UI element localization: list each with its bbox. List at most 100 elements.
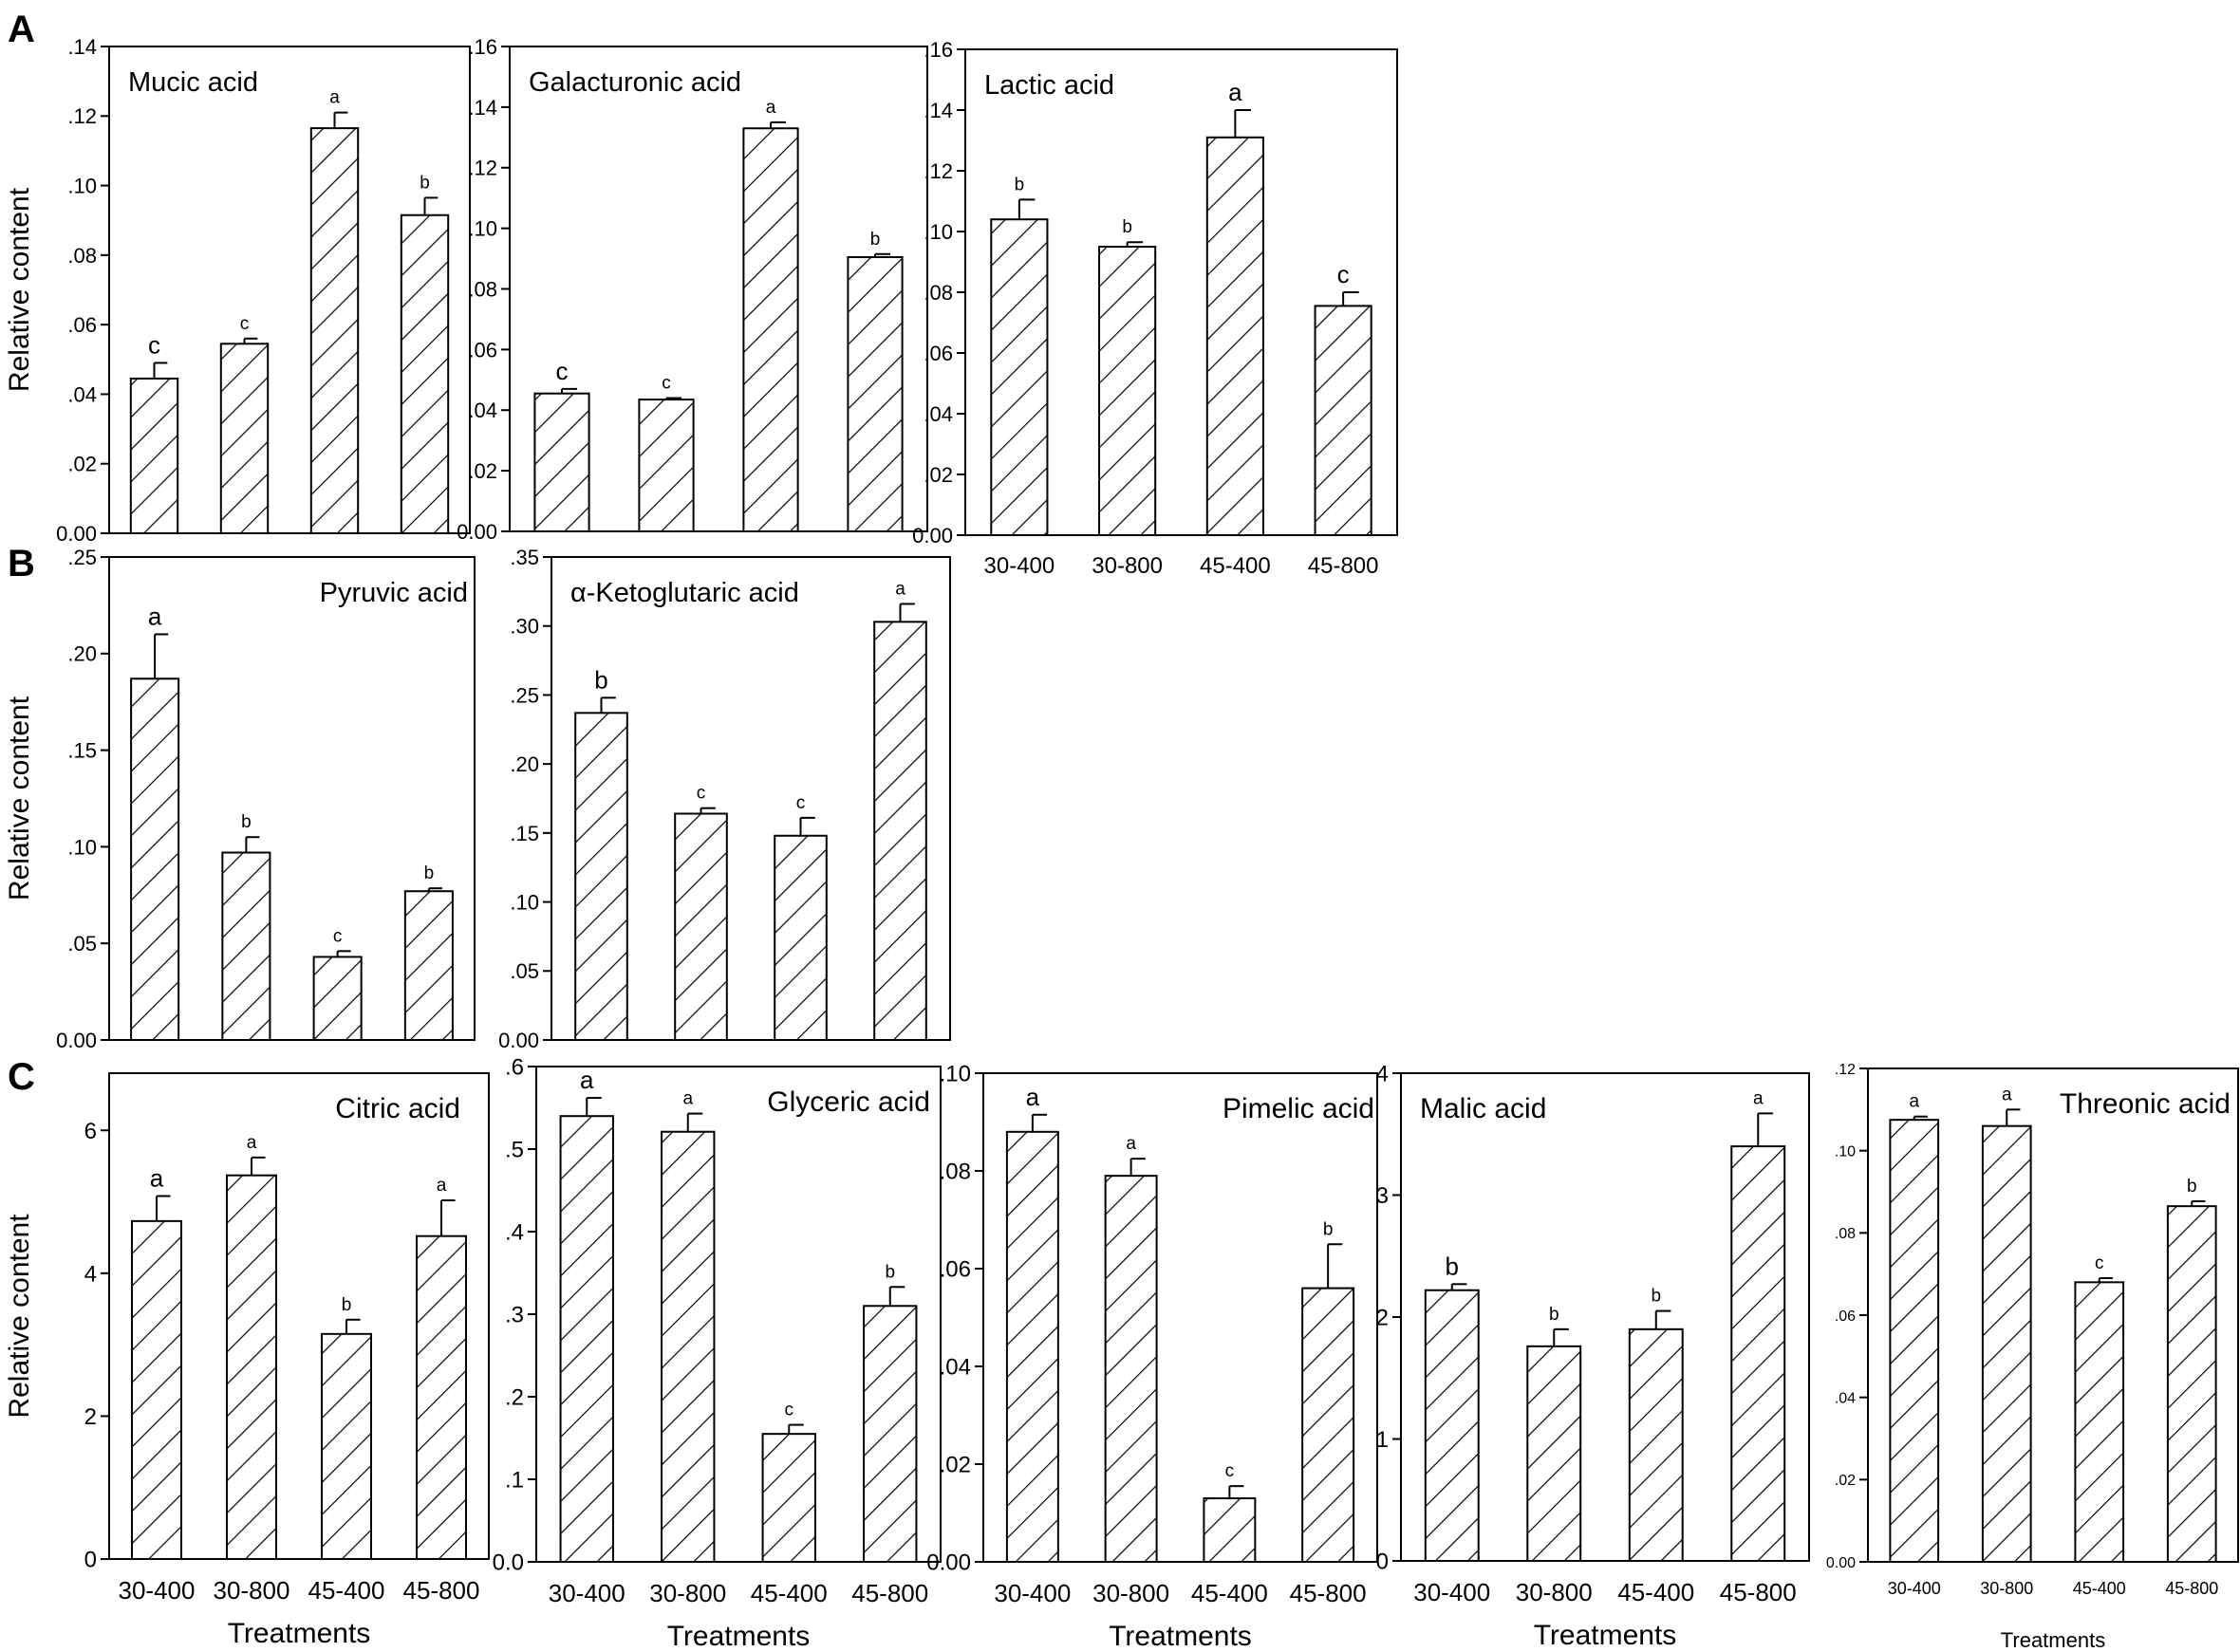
y-tick-label: 0.00 [926, 1550, 971, 1576]
significance-letter: c [148, 330, 160, 359]
x-tick-label: 30-800 [649, 1579, 726, 1607]
bar-30-400 [130, 678, 180, 1041]
chart-malic: 0 1 2 3 4 b 30-400 b 30-800 b 45-400 a 45-800 Malic a… [1376, 1062, 1810, 1651]
y-tick-label: .02 [940, 1453, 971, 1478]
chart-title: Threonic acid [2060, 1088, 2231, 1120]
x-axis-label: Treatments [2001, 1628, 2105, 1652]
significance-letter: a [895, 579, 905, 599]
bar-30-400 [1005, 1130, 1059, 1564]
significance-letter: a [1909, 1092, 1919, 1112]
chart-title: Glyceric acid [767, 1086, 930, 1118]
chart-lactic: 0.00 .02 .04 .06 .08 .10 .12 .14 .16 b 30-400 b 30-8… [912, 38, 1398, 579]
x-tick-label: 45-800 [1308, 553, 1379, 579]
y-tick-label: .30 [510, 615, 539, 639]
significance-letter: a [148, 602, 162, 630]
y-tick-label: .12 [924, 159, 953, 183]
bar-45-800 [847, 255, 904, 532]
significance-letter: b [1122, 217, 1132, 237]
bar-45-400 [1205, 136, 1264, 537]
y-tick-label: .14 [67, 35, 97, 59]
bar-45-400 [742, 127, 799, 532]
x-tick-label: 30-400 [1888, 1579, 1941, 1598]
y-tick-label: .35 [510, 546, 539, 569]
bar-45-800 [1301, 1287, 1355, 1563]
y-tick-label: .06 [1835, 1309, 1856, 1325]
significance-letter: a [1228, 78, 1242, 106]
significance-letter: b [1323, 1219, 1334, 1239]
y-tick-label: .08 [940, 1160, 971, 1185]
chart-glyceric: 0.0 .1 .2 .3 .4 .5 .6 a 30-400 a 30-800 c 45-400 b 45-… [493, 1055, 942, 1652]
y-tick-label: .05 [510, 959, 539, 983]
x-tick-label: 30-400 [119, 1576, 196, 1605]
bar-30-400 [533, 392, 590, 533]
bar-45-400 [2074, 1281, 2125, 1564]
y-tick-label: 0.00 [56, 522, 97, 546]
bar-45-800 [2166, 1205, 2217, 1563]
y-tick-label: .12 [1835, 1062, 1856, 1078]
y-tick-label: .06 [67, 313, 97, 337]
x-tick-label: 30-800 [1516, 1578, 1593, 1606]
bar-30-800 [674, 812, 728, 1041]
x-tick-label: 45-800 [1720, 1578, 1797, 1606]
bar-45-800 [416, 1234, 467, 1560]
chart-title: Pimelic acid [1223, 1093, 1374, 1124]
x-tick-label: 30-800 [214, 1576, 290, 1605]
y-tick-label: .08 [1835, 1226, 1856, 1242]
y-tick-label: .02 [67, 453, 97, 476]
y-tick-label: .10 [67, 835, 97, 859]
y-tick-label: .10 [468, 217, 497, 241]
y-tick-label: .05 [67, 932, 97, 956]
bar-30-800 [219, 343, 270, 534]
y-tick-label: .15 [67, 739, 97, 763]
bar-45-800 [873, 621, 927, 1041]
y-tick-label: .12 [468, 157, 497, 180]
plot-frame [108, 556, 476, 1041]
section-label-a: A [8, 9, 35, 50]
significance-letter: b [1549, 1305, 1559, 1325]
significance-letter: b [420, 173, 430, 193]
x-tick-label: 30-800 [1092, 553, 1163, 579]
y-tick-label: .04 [67, 382, 97, 406]
x-tick-label: 45-400 [2073, 1579, 2126, 1598]
y-tick-label: .08 [924, 281, 953, 305]
significance-letter: b [885, 1262, 895, 1282]
section-label-c: C [8, 1056, 35, 1098]
y-tick-label: 0 [84, 1548, 97, 1573]
x-tick-label: 30-400 [549, 1579, 625, 1607]
x-tick-label: 45-800 [1290, 1579, 1367, 1607]
x-tick-label: 45-800 [851, 1579, 928, 1607]
plot-frame [108, 46, 471, 534]
y-tick-label: .06 [924, 342, 953, 365]
chart-title: Galacturonic acid [529, 67, 741, 98]
y-tick-label: 4 [1376, 1062, 1389, 1087]
y-tick-label: 2 [84, 1404, 97, 1430]
significance-letter: a [682, 1089, 693, 1109]
bar-45-400 [312, 956, 363, 1042]
y-axis-label: Relative content [4, 1214, 35, 1419]
significance-letter: c [556, 357, 569, 385]
significance-letter: c [333, 926, 343, 946]
y-tick-label: 0.00 [457, 520, 497, 544]
bar-45-400 [1628, 1327, 1684, 1562]
chart-ketoglutaric: 0.00 .05 .10 .15 .20 .25 .30 .35 b c c a α-Ketogluta… [498, 546, 951, 1052]
significance-letter: c [796, 793, 806, 813]
bar-45-800 [863, 1305, 918, 1564]
bar-30-800 [226, 1174, 277, 1560]
bar-30-800 [1526, 1345, 1582, 1562]
significance-letter: c [2095, 1253, 2104, 1273]
x-tick-label: 30-400 [984, 553, 1055, 579]
significance-letter: c [662, 373, 671, 393]
plot-frame [108, 1072, 490, 1560]
bar-30-800 [661, 1130, 716, 1563]
y-tick-label: 0.0 [493, 1550, 524, 1576]
y-tick-label: 0.00 [56, 1029, 97, 1052]
significance-letter: a [437, 1176, 447, 1196]
y-tick-label: .08 [67, 244, 97, 268]
y-tick-label: .02 [924, 463, 953, 487]
x-tick-label: 45-800 [403, 1576, 480, 1605]
y-tick-label: .4 [505, 1220, 524, 1246]
y-tick-label: .06 [468, 338, 497, 362]
y-axis-label: Relative content [4, 187, 35, 392]
bar-30-800 [1104, 1175, 1158, 1564]
